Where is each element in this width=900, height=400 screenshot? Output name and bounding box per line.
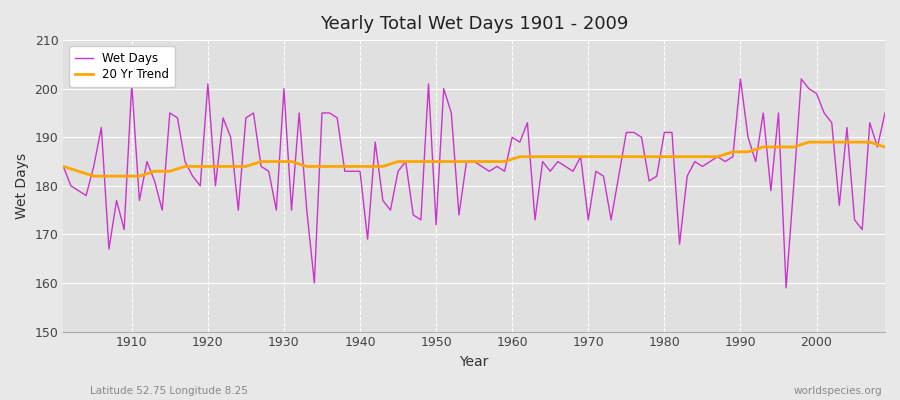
20 Yr Trend xyxy=(804,140,814,144)
Legend: Wet Days, 20 Yr Trend: Wet Days, 20 Yr Trend xyxy=(69,46,176,87)
20 Yr Trend xyxy=(271,159,282,164)
20 Yr Trend xyxy=(225,164,236,169)
Wet Days xyxy=(58,164,68,169)
Wet Days xyxy=(598,174,609,178)
Text: Latitude 52.75 Longitude 8.25: Latitude 52.75 Longitude 8.25 xyxy=(90,386,248,396)
Line: Wet Days: Wet Days xyxy=(63,79,885,288)
20 Yr Trend xyxy=(377,164,388,169)
Wet Days xyxy=(735,76,746,81)
Wet Days xyxy=(119,227,130,232)
20 Yr Trend xyxy=(58,164,68,169)
Wet Days xyxy=(879,110,890,115)
Wet Days xyxy=(507,135,517,140)
20 Yr Trend xyxy=(864,140,875,144)
Wet Days xyxy=(332,116,343,120)
Text: worldspecies.org: worldspecies.org xyxy=(794,386,882,396)
20 Yr Trend xyxy=(879,144,890,149)
20 Yr Trend xyxy=(165,169,176,174)
20 Yr Trend xyxy=(88,174,99,178)
Wet Days xyxy=(286,208,297,212)
Wet Days xyxy=(780,286,791,290)
Wet Days xyxy=(500,169,510,174)
20 Yr Trend xyxy=(819,140,830,144)
Title: Yearly Total Wet Days 1901 - 2009: Yearly Total Wet Days 1901 - 2009 xyxy=(320,15,628,33)
X-axis label: Year: Year xyxy=(460,355,489,369)
Line: 20 Yr Trend: 20 Yr Trend xyxy=(63,142,885,176)
Y-axis label: Wet Days: Wet Days xyxy=(15,153,29,219)
